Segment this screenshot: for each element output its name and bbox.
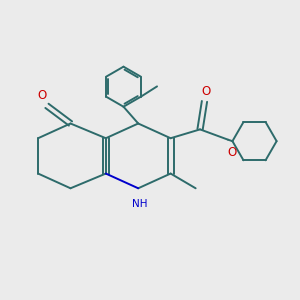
Text: O: O [37,89,46,102]
Text: NH: NH [132,199,147,208]
Text: O: O [201,85,211,98]
Text: O: O [228,146,237,159]
